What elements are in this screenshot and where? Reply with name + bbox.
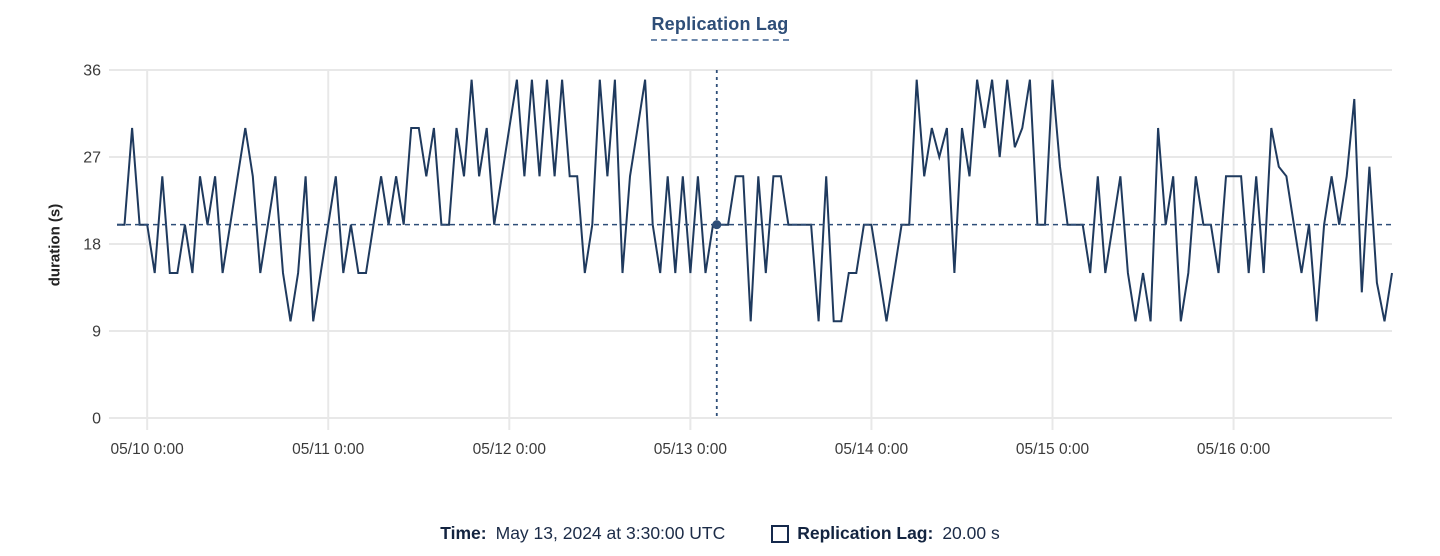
series-line[interactable] bbox=[117, 79, 1393, 323]
x-tick-label: 05/12 0:00 bbox=[473, 441, 547, 458]
time-value: May 13, 2024 at 3:30:00 UTC bbox=[495, 523, 726, 543]
y-tick-label: 0 bbox=[92, 411, 101, 428]
y-tick-label: 36 bbox=[83, 63, 101, 80]
series-name-label: Replication Lag: bbox=[797, 523, 934, 543]
y-tick-label: 18 bbox=[83, 237, 101, 254]
x-tick-label: 05/16 0:00 bbox=[1197, 441, 1271, 458]
series-readout: Replication Lag: 20.00 s bbox=[771, 523, 1000, 544]
x-tick-label: 05/10 0:00 bbox=[111, 441, 185, 458]
series-value: 20.00 s bbox=[942, 523, 1000, 543]
y-tick-label: 9 bbox=[92, 324, 101, 341]
x-tick-label: 05/13 0:00 bbox=[654, 441, 728, 458]
x-tick-label: 05/14 0:00 bbox=[835, 441, 909, 458]
hover-readout-row: Time: May 13, 2024 at 3:30:00 UTC Replic… bbox=[0, 523, 1440, 544]
series-swatch-icon[interactable] bbox=[771, 524, 790, 543]
line-chart-plot-area[interactable]: 0 9 18 27 36 05/10 0:00 05/11 0:00 05/12 0:00 05… bbox=[0, 0, 1440, 474]
chart-title[interactable]: Replication Lag bbox=[651, 14, 789, 41]
crosshair-marker bbox=[712, 220, 722, 230]
x-tick-label: 05/15 0:00 bbox=[1016, 441, 1090, 458]
y-tick-label: 27 bbox=[83, 150, 101, 167]
time-label: Time: bbox=[440, 523, 487, 543]
chart-title-row: Replication Lag bbox=[0, 14, 1440, 41]
time-readout: Time: May 13, 2024 at 3:30:00 UTC bbox=[440, 523, 725, 544]
x-tick-label: 05/11 0:00 bbox=[292, 441, 364, 458]
